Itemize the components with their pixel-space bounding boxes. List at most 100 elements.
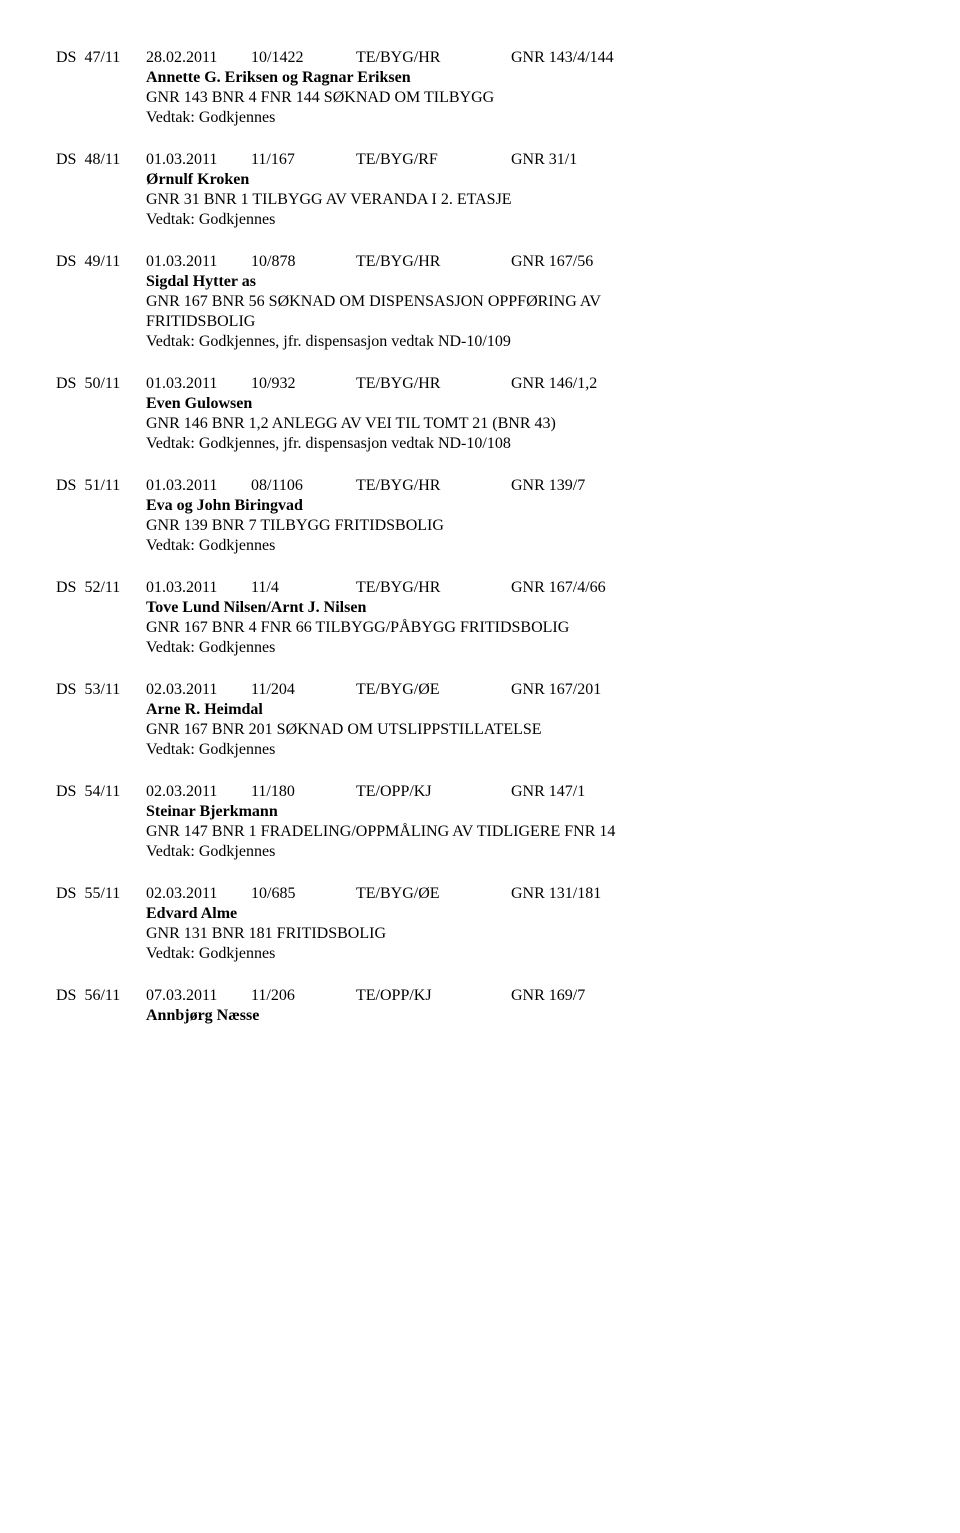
gnr-reference: GNR 31/1 <box>511 150 577 170</box>
ds-number: DS 48/11 <box>56 150 146 170</box>
gnr-reference: GNR 143/4/144 <box>511 48 614 68</box>
entry: DS 48/1101.03.201111/167TE/BYG/RFGNR 31/… <box>56 150 904 230</box>
entry: DS 55/1102.03.201110/685TE/BYG/ØEGNR 131… <box>56 884 904 964</box>
entry-date: 28.02.2011 <box>146 48 251 68</box>
gnr-reference: GNR 131/181 <box>511 884 601 904</box>
gnr-reference: GNR 167/4/66 <box>511 578 606 598</box>
entry-date: 01.03.2011 <box>146 252 251 272</box>
entry-line: Vedtak: Godkjennes <box>146 638 904 658</box>
case-number: 10/878 <box>251 252 356 272</box>
department-code: TE/BYG/HR <box>356 48 511 68</box>
party-name: Steinar Bjerkmann <box>146 802 904 822</box>
department-code: TE/BYG/HR <box>356 374 511 394</box>
entry-date: 01.03.2011 <box>146 476 251 496</box>
party-name: Ørnulf Kroken <box>146 170 904 190</box>
case-number: 11/167 <box>251 150 356 170</box>
entry-header-row: DS 50/1101.03.201110/932TE/BYG/HRGNR 146… <box>56 374 904 394</box>
party-name: Edvard Alme <box>146 904 904 924</box>
case-number: 11/204 <box>251 680 356 700</box>
department-code: TE/BYG/ØE <box>356 680 511 700</box>
party-name: Arne R. Heimdal <box>146 700 904 720</box>
entry-date: 01.03.2011 <box>146 150 251 170</box>
entry-header-row: DS 49/1101.03.201110/878TE/BYG/HRGNR 167… <box>56 252 904 272</box>
ds-number: DS 52/11 <box>56 578 146 598</box>
case-number: 10/1422 <box>251 48 356 68</box>
gnr-reference: GNR 167/201 <box>511 680 601 700</box>
ds-number: DS 50/11 <box>56 374 146 394</box>
entry-header-row: DS 55/1102.03.201110/685TE/BYG/ØEGNR 131… <box>56 884 904 904</box>
party-name: Annette G. Eriksen og Ragnar Eriksen <box>146 68 904 88</box>
gnr-reference: GNR 169/7 <box>511 986 585 1006</box>
case-number: 10/685 <box>251 884 356 904</box>
party-name: Eva og John Biringvad <box>146 496 904 516</box>
entry: DS 47/1128.02.201110/1422TE/BYG/HRGNR 14… <box>56 48 904 128</box>
department-code: TE/BYG/ØE <box>356 884 511 904</box>
gnr-reference: GNR 146/1,2 <box>511 374 597 394</box>
ds-number: DS 51/11 <box>56 476 146 496</box>
entry-header-row: DS 56/1107.03.201111/206TE/OPP/KJGNR 169… <box>56 986 904 1006</box>
party-name: Even Gulowsen <box>146 394 904 414</box>
entry-line: Vedtak: Godkjennes <box>146 210 904 230</box>
entry-date: 02.03.2011 <box>146 680 251 700</box>
gnr-reference: GNR 147/1 <box>511 782 585 802</box>
entry: DS 50/1101.03.201110/932TE/BYG/HRGNR 146… <box>56 374 904 454</box>
department-code: TE/BYG/HR <box>356 578 511 598</box>
gnr-reference: GNR 139/7 <box>511 476 585 496</box>
ds-number: DS 55/11 <box>56 884 146 904</box>
entry-line: Vedtak: Godkjennes <box>146 108 904 128</box>
entry-date: 01.03.2011 <box>146 578 251 598</box>
entry-header-row: DS 53/1102.03.201111/204TE/BYG/ØEGNR 167… <box>56 680 904 700</box>
entry-date: 02.03.2011 <box>146 884 251 904</box>
department-code: TE/BYG/RF <box>356 150 511 170</box>
entry: DS 49/1101.03.201110/878TE/BYG/HRGNR 167… <box>56 252 904 352</box>
department-code: TE/BYG/HR <box>356 476 511 496</box>
entry-line: GNR 143 BNR 4 FNR 144 SØKNAD OM TILBYGG <box>146 88 904 108</box>
entry-header-row: DS 54/1102.03.201111/180TE/OPP/KJGNR 147… <box>56 782 904 802</box>
entry-line: FRITIDSBOLIG <box>146 312 904 332</box>
entry-line: GNR 139 BNR 7 TILBYGG FRITIDSBOLIG <box>146 516 904 536</box>
case-number: 08/1106 <box>251 476 356 496</box>
entry-header-row: DS 51/1101.03.201108/1106TE/BYG/HRGNR 13… <box>56 476 904 496</box>
ds-number: DS 54/11 <box>56 782 146 802</box>
entry-line: GNR 146 BNR 1,2 ANLEGG AV VEI TIL TOMT 2… <box>146 414 904 434</box>
entry: DS 54/1102.03.201111/180TE/OPP/KJGNR 147… <box>56 782 904 862</box>
document-body: DS 47/1128.02.201110/1422TE/BYG/HRGNR 14… <box>56 48 904 1026</box>
entry-header-row: DS 47/1128.02.201110/1422TE/BYG/HRGNR 14… <box>56 48 904 68</box>
case-number: 11/206 <box>251 986 356 1006</box>
entry-date: 07.03.2011 <box>146 986 251 1006</box>
entry-date: 02.03.2011 <box>146 782 251 802</box>
entry-line: GNR 167 BNR 201 SØKNAD OM UTSLIPPSTILLAT… <box>146 720 904 740</box>
case-number: 11/180 <box>251 782 356 802</box>
entry-line: GNR 167 BNR 4 FNR 66 TILBYGG/PÅBYGG FRIT… <box>146 618 904 638</box>
case-number: 10/932 <box>251 374 356 394</box>
ds-number: DS 53/11 <box>56 680 146 700</box>
ds-number: DS 49/11 <box>56 252 146 272</box>
entry: DS 56/1107.03.201111/206TE/OPP/KJGNR 169… <box>56 986 904 1026</box>
entry-line: GNR 31 BNR 1 TILBYGG AV VERANDA I 2. ETA… <box>146 190 904 210</box>
entry-header-row: DS 52/1101.03.201111/4TE/BYG/HRGNR 167/4… <box>56 578 904 598</box>
entry: DS 52/1101.03.201111/4TE/BYG/HRGNR 167/4… <box>56 578 904 658</box>
ds-number: DS 56/11 <box>56 986 146 1006</box>
entry-line: GNR 167 BNR 56 SØKNAD OM DISPENSASJON OP… <box>146 292 904 312</box>
department-code: TE/BYG/HR <box>356 252 511 272</box>
party-name: Annbjørg Næsse <box>146 1006 904 1026</box>
entry-line: GNR 147 BNR 1 FRADELING/OPPMÅLING AV TID… <box>146 822 904 842</box>
entry-line: Vedtak: Godkjennes <box>146 536 904 556</box>
entry-line: Vedtak: Godkjennes, jfr. dispensasjon ve… <box>146 332 904 352</box>
department-code: TE/OPP/KJ <box>356 782 511 802</box>
entry-line: Vedtak: Godkjennes, jfr. dispensasjon ve… <box>146 434 904 454</box>
entry-date: 01.03.2011 <box>146 374 251 394</box>
party-name: Tove Lund Nilsen/Arnt J. Nilsen <box>146 598 904 618</box>
entry: DS 51/1101.03.201108/1106TE/BYG/HRGNR 13… <box>56 476 904 556</box>
entry-line: Vedtak: Godkjennes <box>146 740 904 760</box>
entry-line: Vedtak: Godkjennes <box>146 944 904 964</box>
entry: DS 53/1102.03.201111/204TE/BYG/ØEGNR 167… <box>56 680 904 760</box>
entry-header-row: DS 48/1101.03.201111/167TE/BYG/RFGNR 31/… <box>56 150 904 170</box>
entry-line: GNR 131 BNR 181 FRITIDSBOLIG <box>146 924 904 944</box>
entry-line: Vedtak: Godkjennes <box>146 842 904 862</box>
party-name: Sigdal Hytter as <box>146 272 904 292</box>
department-code: TE/OPP/KJ <box>356 986 511 1006</box>
case-number: 11/4 <box>251 578 356 598</box>
ds-number: DS 47/11 <box>56 48 146 68</box>
gnr-reference: GNR 167/56 <box>511 252 593 272</box>
